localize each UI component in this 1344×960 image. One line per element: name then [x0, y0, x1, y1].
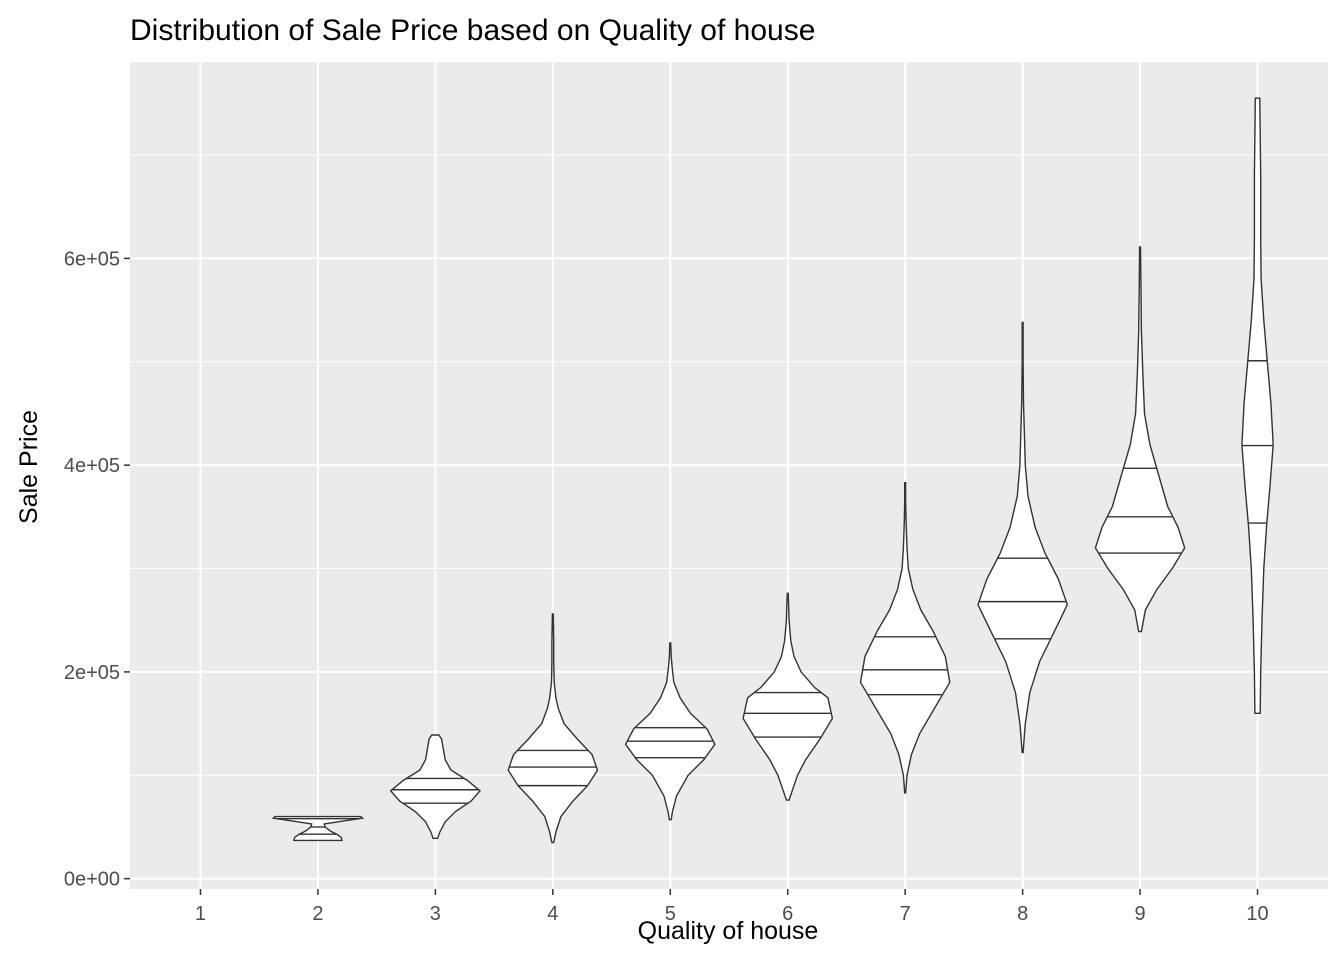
violin-shape [624, 642, 716, 821]
y-tick-label: 6e+05 [64, 248, 120, 270]
violin-shape [389, 734, 481, 839]
violins [271, 97, 1274, 844]
violin-shape [977, 321, 1069, 754]
grid-minor [130, 154, 1328, 776]
y-axis: 0e+00 2e+05 4e+05 6e+05 [64, 248, 130, 891]
violin-quality-3 [389, 734, 481, 839]
violin-shape [1241, 97, 1274, 714]
x-tick-label: 2 [312, 903, 323, 925]
x-tick-label: 6 [782, 903, 793, 925]
violin-quality-10 [1241, 97, 1274, 714]
violin-shape [742, 592, 834, 801]
y-tick-label: 4e+05 [64, 455, 120, 477]
x-tick-label: 10 [1246, 903, 1268, 925]
x-tick-label: 8 [1017, 903, 1028, 925]
x-tick-label: 7 [900, 903, 911, 925]
violin-quality-9 [1094, 246, 1186, 633]
x-axis-title: Quality of house [638, 917, 819, 945]
x-axis: 1 2 3 4 5 6 7 8 9 10 [195, 889, 1269, 925]
violin-shape [859, 482, 951, 794]
violin-quality-7 [859, 482, 951, 794]
y-tick-label: 0e+00 [64, 869, 120, 891]
x-tick-label: 1 [195, 903, 206, 925]
violin-quality-8 [977, 321, 1069, 754]
chart-title: Distribution of Sale Price based on Qual… [130, 14, 815, 47]
violin-quality-5 [624, 642, 716, 821]
x-tick-label: 5 [665, 903, 676, 925]
violin-shape [1094, 246, 1186, 633]
x-tick-label: 9 [1135, 903, 1146, 925]
y-axis-title: Sale Price [15, 410, 43, 524]
y-tick-label: 2e+05 [64, 662, 120, 684]
x-tick-label: 3 [430, 903, 441, 925]
x-tick-label: 4 [547, 903, 558, 925]
violin-quality-2 [271, 815, 365, 842]
violin-quality-6 [742, 592, 834, 801]
violin-quality-4 [507, 613, 599, 844]
